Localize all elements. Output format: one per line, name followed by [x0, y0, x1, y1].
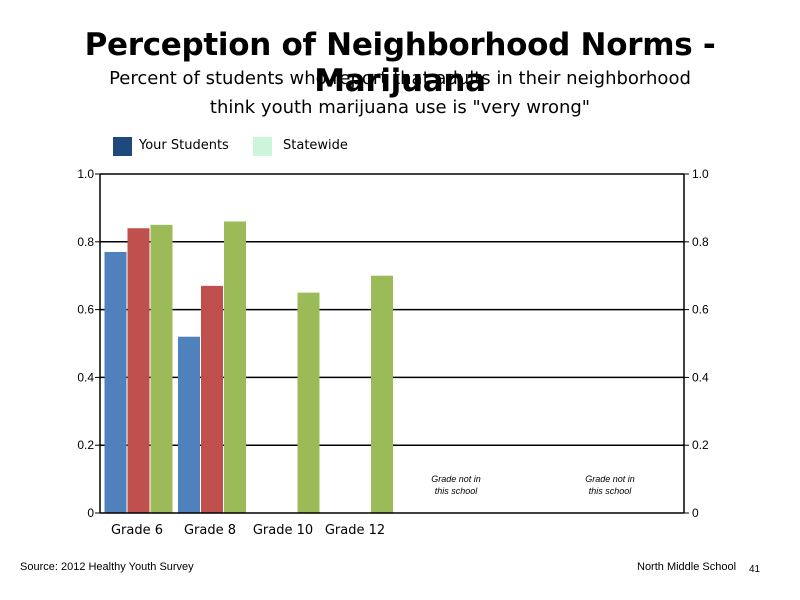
bar-series1-grade-6 — [104, 251, 127, 513]
note-grade-not-in-school-1-line2: this school — [435, 486, 479, 496]
y-tick-label-left-5: 1.0 — [77, 167, 94, 181]
y-tick-label-right-0: 0 — [692, 506, 699, 520]
x-tick-label-3: Grade 10 — [253, 523, 313, 538]
chart-subtitle-line2: think youth marijuana use is "very wrong… — [209, 97, 591, 118]
y-tick-label-left-1: 0.2 — [77, 438, 94, 452]
legend-label-statewide: Statewide — [283, 138, 348, 153]
bar-series2-grade-6 — [127, 228, 150, 514]
y-tick-label-right-4: 0.8 — [692, 235, 709, 249]
school-name: North Middle School — [637, 561, 737, 573]
x-tick-label-1: Grade 6 — [111, 523, 163, 538]
y-tick-label-left-0: 0 — [87, 506, 94, 520]
note-grade-not-in-school-2-line1: Grade not in — [585, 474, 635, 484]
source-note: Source: 2012 Healthy Youth Survey — [20, 561, 194, 573]
legend-swatch-statewide — [253, 137, 272, 156]
note-grade-not-in-school-1-line1: Grade not in — [431, 474, 481, 484]
bar-series3-grade-6 — [150, 224, 173, 513]
note-grade-not-in-school-2-line2: this school — [589, 486, 633, 496]
legend-label-your-students: Your Students — [139, 138, 229, 153]
bar-series3-grade-12 — [371, 275, 393, 513]
y-tick-label-right-5: 1.0 — [692, 167, 709, 181]
bar-series3-grade-10 — [297, 292, 320, 513]
bar-series3-grade-8 — [224, 221, 246, 513]
y-tick-label-left-3: 0.6 — [77, 303, 94, 317]
y-tick-label-right-2: 0.4 — [692, 370, 709, 384]
bar-series2-grade-8 — [201, 285, 223, 513]
y-tick-label-left-4: 0.8 — [77, 235, 94, 249]
y-tick-label-right-3: 0.6 — [692, 303, 709, 317]
chart-title: Perception of Neighborhood Norms - Marij… — [84, 27, 716, 99]
y-tick-label-right-1: 0.2 — [692, 438, 709, 452]
x-tick-label-4: Grade 12 — [325, 523, 385, 538]
bar-series1-grade-8 — [178, 336, 200, 513]
page-number: 41 — [749, 564, 761, 575]
x-tick-label-2: Grade 8 — [184, 523, 236, 538]
y-tick-label-left-2: 0.4 — [77, 370, 94, 384]
chart-subtitle-line1: Percent of students who report that adul… — [109, 68, 691, 89]
legend-swatch-your-students — [113, 137, 132, 156]
